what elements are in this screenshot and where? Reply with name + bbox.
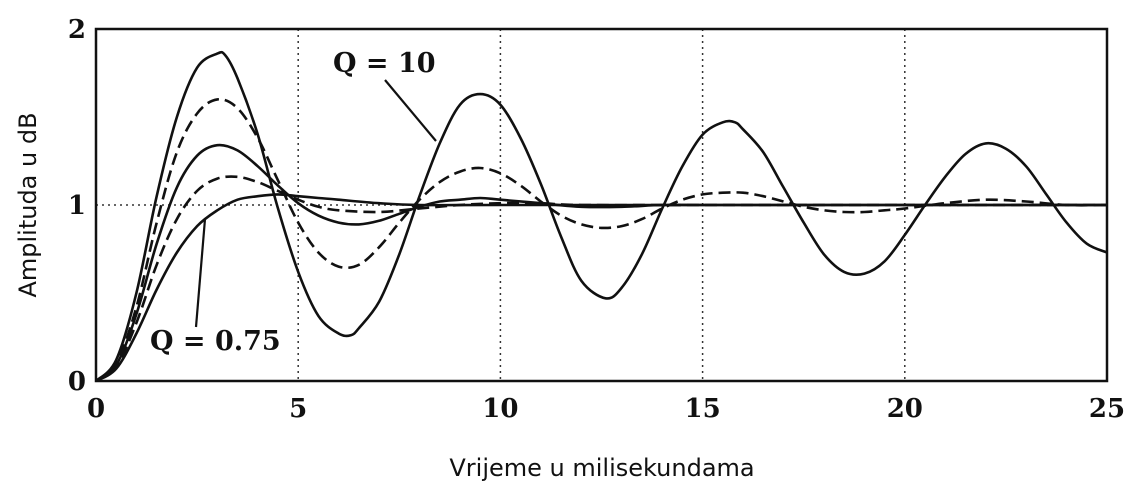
- series-layer: [95, 50, 1108, 383]
- x-tick-label-5: 5: [289, 394, 307, 424]
- axis-ticks: 0 5 10 15 20 25 0 1 2: [68, 15, 1125, 424]
- y-tick-label-0: 0: [68, 367, 86, 397]
- annotation-q075: Q = 0.75: [150, 218, 281, 357]
- plot-frame: [94, 27, 1109, 383]
- x-tick-label-0: 0: [87, 394, 105, 424]
- y-axis-label: Amplituda u dB: [14, 112, 42, 297]
- y-tick-label-1: 1: [68, 191, 86, 221]
- x-tick-label-20: 20: [887, 394, 923, 424]
- annotation-q10-label: Q = 10: [333, 48, 436, 79]
- x-tick-label-10: 10: [482, 394, 518, 424]
- annotation-q10-pointer: [384, 79, 437, 142]
- y-tick-label-2: 2: [68, 15, 86, 45]
- series-line-5: [95, 193, 1107, 383]
- x-tick-label-15: 15: [685, 394, 721, 424]
- series-line-2: [95, 97, 1108, 383]
- x-axis-label: Vrijeme u milisekundama: [449, 454, 754, 482]
- annotation-q10: Q = 10: [333, 48, 437, 142]
- annotation-q075-pointer: [194, 218, 207, 328]
- annotation-q075-label: Q = 0.75: [150, 326, 281, 357]
- x-tick-label-25: 25: [1089, 394, 1125, 424]
